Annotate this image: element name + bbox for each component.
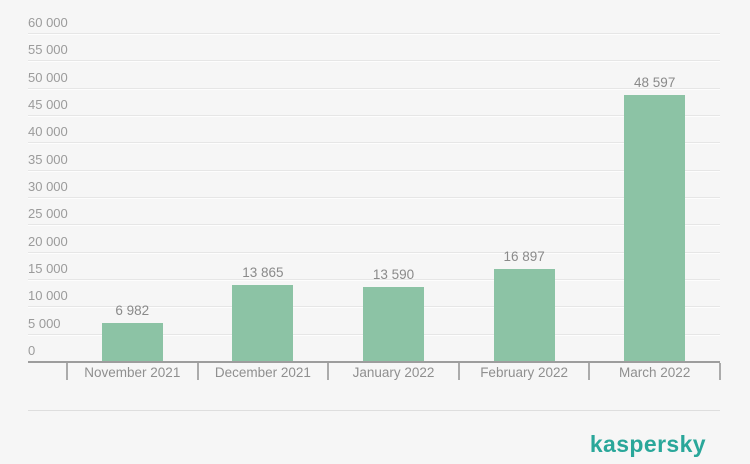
bar-value-label: 48 597 bbox=[634, 75, 676, 91]
y-axis-tick-label: 50 000 bbox=[28, 69, 68, 85]
y-gridline bbox=[28, 115, 720, 116]
x-axis-category-label: March 2022 bbox=[619, 365, 691, 380]
x-axis-category-label: January 2022 bbox=[352, 365, 435, 380]
y-axis-tick-label: 0 bbox=[28, 343, 36, 358]
y-axis-tick-label: 55 000 bbox=[28, 42, 68, 58]
bar bbox=[363, 286, 424, 361]
bar bbox=[624, 95, 686, 361]
x-axis-tick bbox=[719, 363, 721, 380]
y-axis-tick-label: 45 000 bbox=[28, 97, 68, 112]
y-axis-tick-label: 20 000 bbox=[28, 233, 68, 249]
bar-value-label: 6 982 bbox=[115, 302, 150, 318]
y-gridline bbox=[28, 251, 720, 253]
x-axis-category-label: December 2021 bbox=[214, 365, 311, 380]
kaspersky-logo: kaspersky bbox=[589, 431, 706, 457]
bar-value-label: 13 865 bbox=[242, 265, 284, 281]
y-axis-tick-label: 30 000 bbox=[28, 179, 68, 194]
x-axis-tick bbox=[196, 363, 199, 380]
y-axis-tick-label: 10 000 bbox=[28, 288, 68, 304]
bar bbox=[232, 285, 294, 361]
y-axis-tick-label: 35 000 bbox=[28, 151, 68, 167]
y-gridline bbox=[28, 60, 720, 62]
x-axis-category-label: February 2022 bbox=[480, 365, 568, 380]
bar-value-label: 16 897 bbox=[503, 248, 545, 264]
y-axis-tick-label: 25 000 bbox=[28, 206, 68, 222]
x-axis-tick bbox=[457, 363, 460, 380]
y-axis-tick-label: 60 000 bbox=[28, 15, 68, 30]
x-axis-tick bbox=[327, 363, 330, 380]
y-gridline bbox=[28, 33, 720, 34]
y-gridline bbox=[28, 197, 720, 198]
bar bbox=[493, 268, 555, 361]
y-axis-tick-label: 15 000 bbox=[28, 261, 68, 276]
y-gridline bbox=[28, 87, 720, 89]
x-axis-line bbox=[28, 361, 720, 363]
x-axis-tick bbox=[66, 363, 68, 380]
footer-divider bbox=[28, 410, 720, 411]
x-axis-tick bbox=[588, 363, 591, 380]
y-gridline bbox=[28, 279, 720, 280]
bar bbox=[101, 322, 163, 361]
x-axis-category-label: November 2021 bbox=[84, 365, 181, 380]
y-axis-tick-label: 40 000 bbox=[28, 124, 68, 140]
y-gridline bbox=[28, 142, 720, 144]
bar-value-label: 13 590 bbox=[372, 266, 415, 282]
y-gridline bbox=[28, 224, 720, 226]
y-axis-tick-label: 5 000 bbox=[28, 315, 61, 331]
y-gridline bbox=[28, 169, 720, 171]
